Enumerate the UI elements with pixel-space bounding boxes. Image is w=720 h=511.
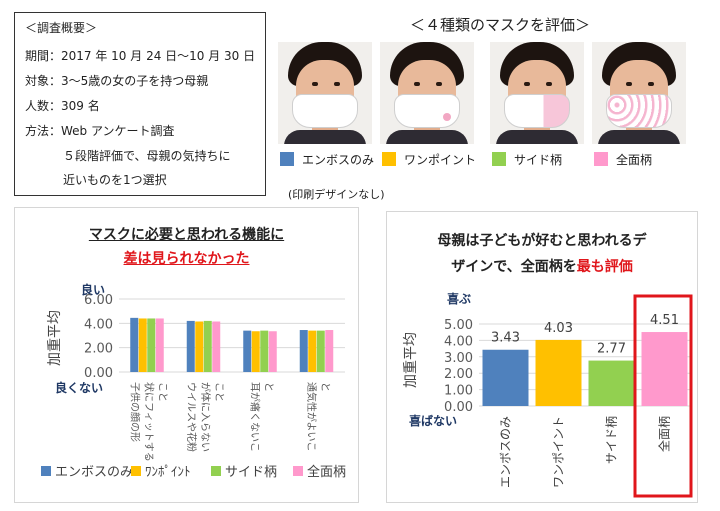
x-tick-label: 状にフィットする xyxy=(142,382,155,462)
survey-method: 方法：Web アンケート調査 xyxy=(25,124,175,138)
bar xyxy=(138,318,147,372)
left-chart-title-line2: 差は見られなかった xyxy=(123,251,250,267)
y-tick-label: 4.00 xyxy=(84,317,113,332)
bar xyxy=(588,360,635,406)
survey-method-detail-1: ５段階評価で、母親の気持ちに xyxy=(63,149,231,163)
x-tick-label: 通気性がよいこ xyxy=(305,382,318,452)
legend-swatch xyxy=(293,466,303,476)
legend-label: 全面柄 xyxy=(616,153,653,167)
right-chart-title-line2: ザインで、全面柄を最も評価 xyxy=(387,256,697,276)
left-chart-title-line1: マスクに必要と思われる機能に xyxy=(88,227,285,243)
data-label: 3.43 xyxy=(491,331,520,346)
bar xyxy=(260,330,269,372)
y-tick-label: 1.00 xyxy=(444,384,473,399)
survey-target: 対象：3～5歳の女の子を持つ母親 xyxy=(25,74,209,88)
bad-label: 良くない xyxy=(55,380,103,395)
legend-swatch xyxy=(382,152,396,166)
bar xyxy=(243,330,252,372)
x-tick-label: が体に入らない xyxy=(199,382,212,452)
mask-photo-emboss xyxy=(278,42,372,144)
bar xyxy=(325,330,334,372)
bar xyxy=(212,321,221,372)
bar xyxy=(195,321,204,372)
mask-photo-one-point xyxy=(380,42,474,144)
left-y-axis-label: 加重平均 xyxy=(47,310,63,366)
bar xyxy=(130,317,139,372)
highlight-frame xyxy=(633,294,693,498)
legend-label: ﾜﾝﾎﾟｲﾝﾄ xyxy=(145,465,191,480)
x-tick-label: ウイルスや花粉 xyxy=(185,382,198,452)
x-tick-label: 子供の顔の形 xyxy=(128,382,141,442)
survey-method-detail-2: 近いものを1つ選択 xyxy=(63,173,167,187)
x-tick-label: と xyxy=(262,382,274,392)
y-tick-label: 5.00 xyxy=(444,318,473,333)
no-print-note: (印刷デザインなし) xyxy=(288,188,385,201)
survey-count: 人数：309 名 xyxy=(25,99,100,113)
legend-label: サイド柄 xyxy=(514,153,563,167)
y-tick-label: 2.00 xyxy=(444,367,473,382)
data-label: 4.51 xyxy=(650,313,679,328)
bar xyxy=(147,318,156,372)
x-tick-label: エンボスのみ xyxy=(499,416,513,488)
legend-swatch xyxy=(131,466,141,476)
legend-label: エンボスのみ xyxy=(55,465,133,480)
bar xyxy=(186,320,195,372)
y-tick-label: 6.00 xyxy=(84,293,113,308)
legend-label: 全面柄 xyxy=(307,464,346,480)
bar xyxy=(251,331,260,372)
x-tick-label: と xyxy=(319,382,331,392)
x-tick-label: 全面柄 xyxy=(657,416,672,452)
mask-section-title: ＜４種類のマスクを評価＞ xyxy=(409,16,590,34)
bar xyxy=(268,331,277,372)
mask-photo-full-pattern xyxy=(592,42,686,144)
right-y-axis-label: 加重平均 xyxy=(403,332,419,388)
right-title-emphasis: 最も評価 xyxy=(576,259,633,275)
y-tick-label: 0.00 xyxy=(84,366,113,381)
y-tick-label: 0.00 xyxy=(444,400,473,415)
bar xyxy=(316,330,325,372)
bar xyxy=(308,330,317,372)
bar xyxy=(641,332,688,406)
data-label: 4.03 xyxy=(544,321,573,336)
y-tick-label: 2.00 xyxy=(84,342,113,357)
data-label: 2.77 xyxy=(597,342,626,357)
survey-summary-box: ＜調査概要＞ 期間：2017 年 10 月 24 日～10 月 30 日 対象：… xyxy=(14,12,266,196)
mask-photo-side-pattern xyxy=(490,42,584,144)
legend-label: エンボスのみ xyxy=(302,153,375,167)
happy-label: 喜ぶ xyxy=(447,291,471,306)
legend-label: ワンポイント xyxy=(404,153,477,167)
x-tick-label: こと xyxy=(156,382,168,402)
bar xyxy=(203,320,212,372)
bar xyxy=(299,330,308,372)
y-tick-label: 3.00 xyxy=(444,351,473,366)
bar xyxy=(482,349,529,406)
preference-chart-panel: 母親は子どもが好むと思われるデ ザインで、全面柄を最も評価 喜ぶ 喜ばない 加重… xyxy=(386,211,698,503)
legend-swatch xyxy=(492,152,506,166)
unhappy-label: 喜ばない xyxy=(409,413,457,428)
y-tick-label: 4.00 xyxy=(444,334,473,349)
functions-chart-panel: マスクに必要と思われる機能に 差は見られなかった 良い 良くない 加重平均 0.… xyxy=(14,207,359,503)
legend-label: サイド柄 xyxy=(225,465,277,480)
good-label: 良い xyxy=(81,282,105,297)
bar xyxy=(535,339,582,406)
survey-period: 期間：2017 年 10 月 24 日～10 月 30 日 xyxy=(25,49,256,63)
survey-heading: ＜調査概要＞ xyxy=(25,21,98,35)
x-tick-label: ワンポイント xyxy=(552,416,566,488)
legend-swatch xyxy=(211,466,221,476)
right-chart-svg: 喜ぶ 喜ばない 加重平均 0.001.00 2.003.00 4.005.00 3.… xyxy=(403,291,693,498)
bar xyxy=(155,318,164,372)
x-tick-label: サイド柄 xyxy=(605,416,619,464)
left-chart-svg: 良い 良くない 加重平均 0.00 2.00 4.00 6.00 子供の顔の形 状にフィ… xyxy=(41,282,346,480)
legend-swatch xyxy=(41,466,51,476)
x-tick-label: 耳が痛くないこ xyxy=(248,382,261,452)
right-title-part-a: ザインで、全面柄を xyxy=(451,259,577,275)
right-chart-title-line1: 母親は子どもが好むと思われるデ xyxy=(437,233,647,249)
x-tick-label: こと xyxy=(213,382,225,402)
legend-swatch xyxy=(280,152,294,166)
legend-swatch xyxy=(594,152,608,166)
